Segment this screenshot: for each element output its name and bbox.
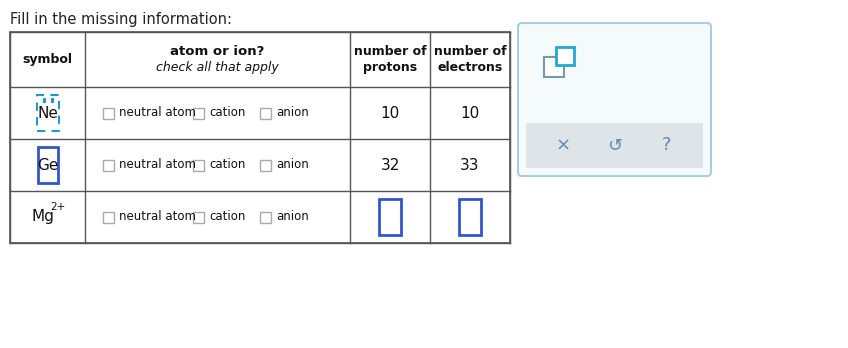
Bar: [379, 199, 401, 235]
Text: ?: ?: [661, 136, 671, 155]
Text: symbol: symbol: [23, 53, 72, 66]
Text: neutral atom: neutral atom: [119, 211, 196, 223]
Bar: [260, 212, 271, 222]
Text: 2+: 2+: [50, 202, 65, 212]
Text: cation: cation: [209, 158, 245, 172]
Text: 10: 10: [381, 105, 399, 120]
Bar: [556, 47, 574, 65]
Text: atom or ion?: atom or ion?: [170, 45, 265, 58]
Bar: [10, 32, 510, 243]
Text: check all that apply: check all that apply: [156, 61, 279, 74]
Text: cation: cation: [209, 106, 245, 119]
Text: number of: number of: [354, 45, 427, 58]
Bar: [103, 108, 114, 119]
Text: number of: number of: [433, 45, 506, 58]
Bar: [103, 159, 114, 171]
Bar: [459, 199, 481, 235]
Text: Fill in the missing information:: Fill in the missing information:: [10, 12, 232, 27]
Text: Ne: Ne: [37, 105, 58, 120]
Text: 32: 32: [380, 158, 399, 173]
Bar: [36, 95, 59, 131]
Text: ↺: ↺: [607, 136, 622, 155]
Text: anion: anion: [276, 106, 309, 119]
Text: Mg: Mg: [31, 209, 54, 224]
Text: cation: cation: [209, 211, 245, 223]
Bar: [37, 147, 58, 183]
Text: 33: 33: [460, 158, 480, 173]
Text: anion: anion: [276, 158, 309, 172]
Text: protons: protons: [363, 61, 417, 74]
Text: ×: ×: [555, 136, 570, 155]
Text: neutral atom: neutral atom: [119, 106, 196, 119]
Text: electrons: electrons: [438, 61, 503, 74]
Bar: [193, 159, 204, 171]
Text: 10: 10: [460, 105, 480, 120]
Text: anion: anion: [276, 211, 309, 223]
Bar: [103, 212, 114, 222]
Bar: [526, 123, 703, 168]
Text: Ge: Ge: [36, 158, 59, 173]
Text: neutral atom: neutral atom: [119, 158, 196, 172]
Bar: [260, 159, 271, 171]
Bar: [193, 212, 204, 222]
Bar: [260, 108, 271, 119]
Bar: [544, 57, 564, 77]
Bar: [10, 32, 510, 243]
Bar: [193, 108, 204, 119]
FancyBboxPatch shape: [518, 23, 711, 176]
